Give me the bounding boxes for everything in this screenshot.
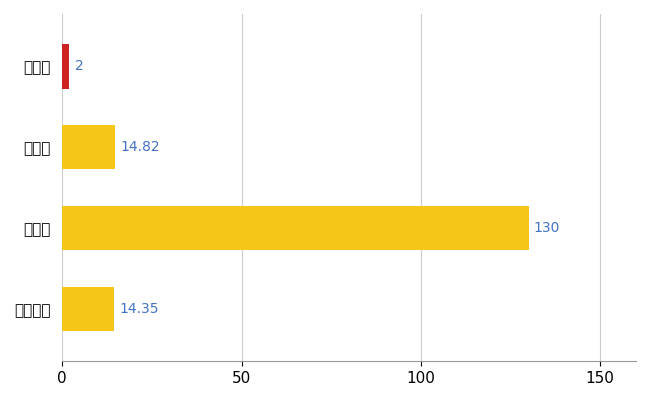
Bar — [62, 287, 114, 331]
Text: 130: 130 — [534, 221, 560, 235]
Text: 14.82: 14.82 — [121, 140, 161, 154]
Bar — [62, 125, 115, 170]
Bar — [62, 44, 70, 89]
Text: 2: 2 — [75, 60, 83, 74]
Bar — [62, 206, 528, 250]
Text: 14.35: 14.35 — [119, 302, 159, 316]
